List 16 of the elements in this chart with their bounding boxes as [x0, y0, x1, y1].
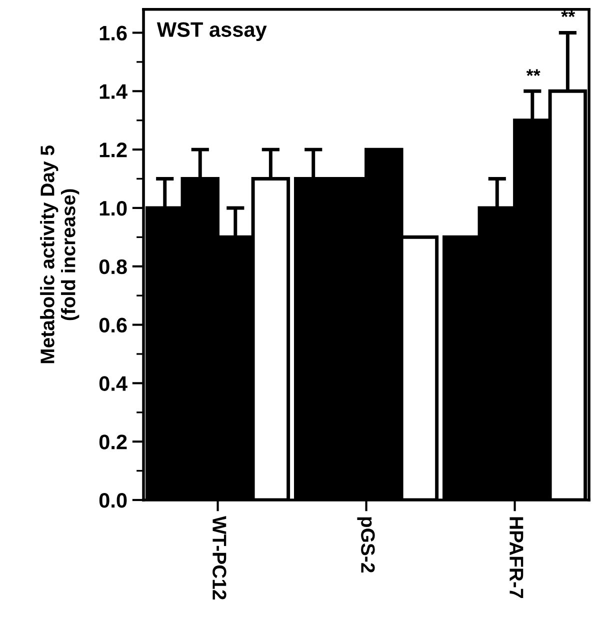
y-tick-label: 0.4 — [99, 376, 128, 391]
y-tick-label: 0.0 — [99, 493, 127, 508]
y-tick-label: 1.6 — [100, 26, 127, 40]
y-tick-label: 1.2 — [100, 142, 127, 158]
y-tick-label: 0.2 — [99, 434, 127, 450]
y-tick-label: 1.4 — [100, 84, 128, 99]
annotation: ** — [526, 69, 540, 76]
x-tick-label: HPAFR-7 — [510, 517, 524, 598]
x-tick-label: WT-PC12 — [212, 516, 226, 600]
text: WST assay — [156, 22, 267, 42]
y-tick-label: 0.6 — [99, 318, 127, 333]
y-tick-label: 1.0 — [100, 200, 127, 216]
annotation: ** — [561, 10, 576, 18]
x-tick-label: pGS-2 — [357, 517, 375, 572]
y-tick-label: 0.8 — [99, 259, 127, 274]
y-axis-title: Metabolic activity Day 5 (fold increase) — [40, 146, 80, 364]
